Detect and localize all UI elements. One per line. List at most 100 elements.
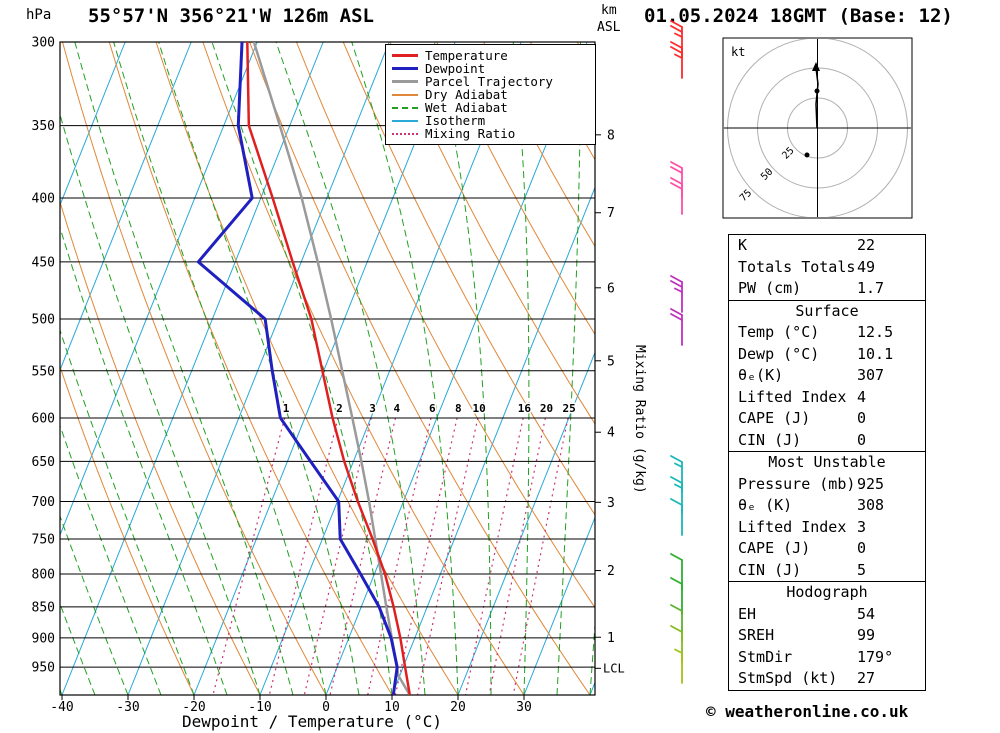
mixing-ratio-value-label: 8 [455, 402, 462, 415]
legend-item: Isotherm [392, 114, 595, 127]
station-title: 55°57'N 356°21'W 126m ASL [88, 5, 374, 27]
stat-label: Dewp (°C) [738, 344, 820, 363]
stat-label: CIN (J) [738, 430, 802, 449]
pressure-tick-label: 300 [32, 36, 55, 51]
legend-label: Mixing Ratio [425, 126, 516, 141]
legend-label: Parcel Trajectory [425, 74, 553, 89]
km-tick-label: 1 [607, 631, 615, 646]
legend-line-swatch [392, 67, 418, 70]
temperature-tick-label: 30 [516, 700, 532, 715]
km-tick-label: 4 [607, 426, 615, 441]
stats-row: Pressure (mb) 925 [729, 474, 925, 496]
wind-barb-icon [670, 625, 683, 663]
stat-label: K [738, 236, 748, 254]
copyright: © weatheronline.co.uk [706, 702, 909, 721]
legend-line-swatch [392, 80, 418, 83]
wind-barb-icon [670, 604, 683, 642]
stats-row: θₑ(K) 307 [729, 365, 925, 387]
stats-table: K 22 Totals Totals 49 PW (cm) 1.7 Surface Temp … [728, 234, 926, 691]
stat-value: 0 [857, 539, 867, 557]
stats-row: CAPE (J) 0 [729, 538, 925, 560]
stat-value: 22 [857, 236, 876, 254]
pressure-tick-label: 850 [32, 600, 55, 615]
stat-label: Pressure (mb) [738, 474, 856, 493]
hodograph-trace [815, 67, 819, 129]
stat-value: 54 [857, 604, 876, 623]
stat-label: StmSpd (kt) [738, 669, 838, 687]
legend-line-swatch [392, 54, 418, 57]
mixing-ratio-value-label: 4 [393, 402, 400, 415]
legend-label: Dry Adiabat [425, 87, 508, 102]
legend: Temperature Dewpoint Parcel Trajectory Dry … [385, 44, 596, 145]
stats-row: Lifted Index 4 [729, 387, 925, 409]
stat-value: 308 [857, 496, 885, 514]
legend-item: Temperature [392, 49, 595, 62]
legend-item: Wet Adiabat [392, 101, 595, 114]
stat-label: θₑ (K) [738, 496, 793, 514]
pressure-tick-label: 600 [32, 411, 55, 426]
wet-adiabat-lines [60, 42, 595, 695]
stat-value: 3 [857, 517, 867, 536]
temperature-trace [246, 42, 412, 695]
stat-label: θₑ(K) [738, 366, 784, 384]
sounding-traces [196, 42, 412, 695]
stats-row: Lifted Index 3 [729, 517, 925, 539]
stats-section: K 22 Totals Totals 49 PW (cm) 1.7 [728, 234, 926, 301]
stats-row: StmDir 179° [729, 647, 925, 669]
pressure-tick-label: 500 [32, 313, 55, 328]
wind-barb-icon [670, 275, 683, 313]
km-tick-label: 5 [607, 354, 615, 369]
stats-row: StmSpd (kt) 27 [729, 668, 925, 690]
wind-barb-column [670, 20, 683, 684]
legend-item: Dewpoint [392, 62, 595, 75]
stats-section-header: Hodograph [786, 583, 868, 601]
km-tick-label: 6 [607, 281, 615, 296]
legend-item: Parcel Trajectory [392, 75, 595, 88]
stat-label: PW (cm) [738, 279, 802, 297]
stats-section: Most Unstable Pressure (mb) 925 θₑ (K) 308 Li… [728, 451, 926, 582]
mixing-ratio-value-label: 10 [472, 402, 485, 415]
pressure-tick-label: 750 [32, 532, 55, 547]
stat-value: 99 [857, 626, 876, 644]
stat-value: 0 [857, 409, 867, 427]
mixing-ratio-value-label: 25 [562, 402, 575, 415]
legend-label: Wet Adiabat [425, 100, 508, 115]
legend-line-swatch [392, 106, 418, 109]
stats-section-header: Surface [795, 301, 859, 320]
km-tick-label: 3 [607, 496, 615, 511]
temperature-tick-label: 10 [384, 700, 400, 715]
stat-value: 4 [857, 387, 867, 406]
stats-row: Dewp (°C) 10.1 [729, 344, 925, 366]
stat-value: 307 [857, 366, 885, 384]
legend-label: Temperature [425, 48, 508, 63]
stat-label: StmDir [738, 647, 793, 666]
stats-row: PW (cm) 1.7 [729, 278, 925, 300]
mixing-ratio-value-label: 6 [429, 402, 436, 415]
stats-section-header: Most Unstable [768, 453, 886, 471]
stat-label: Totals Totals [738, 257, 856, 276]
stat-value: 10.1 [857, 344, 894, 363]
mixing-ratio-value-label: 1 [283, 402, 290, 415]
legend-label: Dewpoint [425, 61, 486, 76]
stat-value: 27 [857, 669, 876, 687]
wind-barb-icon [670, 41, 683, 79]
stat-value: 925 [857, 474, 885, 493]
temperature-tick-label: -40 [50, 700, 73, 715]
pressure-tick-label: 450 [32, 255, 55, 270]
hodograph-dot [814, 88, 820, 94]
temperature-tick-label: 20 [450, 700, 466, 715]
stat-label: SREH [738, 626, 775, 644]
km-tick-label: 7 [607, 206, 615, 221]
stats-row: CIN (J) 5 [729, 560, 925, 582]
stats-row: Temp (°C) 12.5 [729, 322, 925, 344]
km-tick-label: 8 [607, 128, 615, 143]
parcel-trajectory-trace [252, 42, 411, 695]
stats-row: θₑ (K) 308 [729, 495, 925, 517]
wind-barb-icon [670, 476, 683, 514]
stat-value: 1.7 [857, 279, 885, 297]
mixing-ratio-value-label: 20 [540, 402, 553, 415]
legend-line-swatch [392, 93, 418, 96]
pressure-tick-label: 800 [32, 567, 55, 582]
